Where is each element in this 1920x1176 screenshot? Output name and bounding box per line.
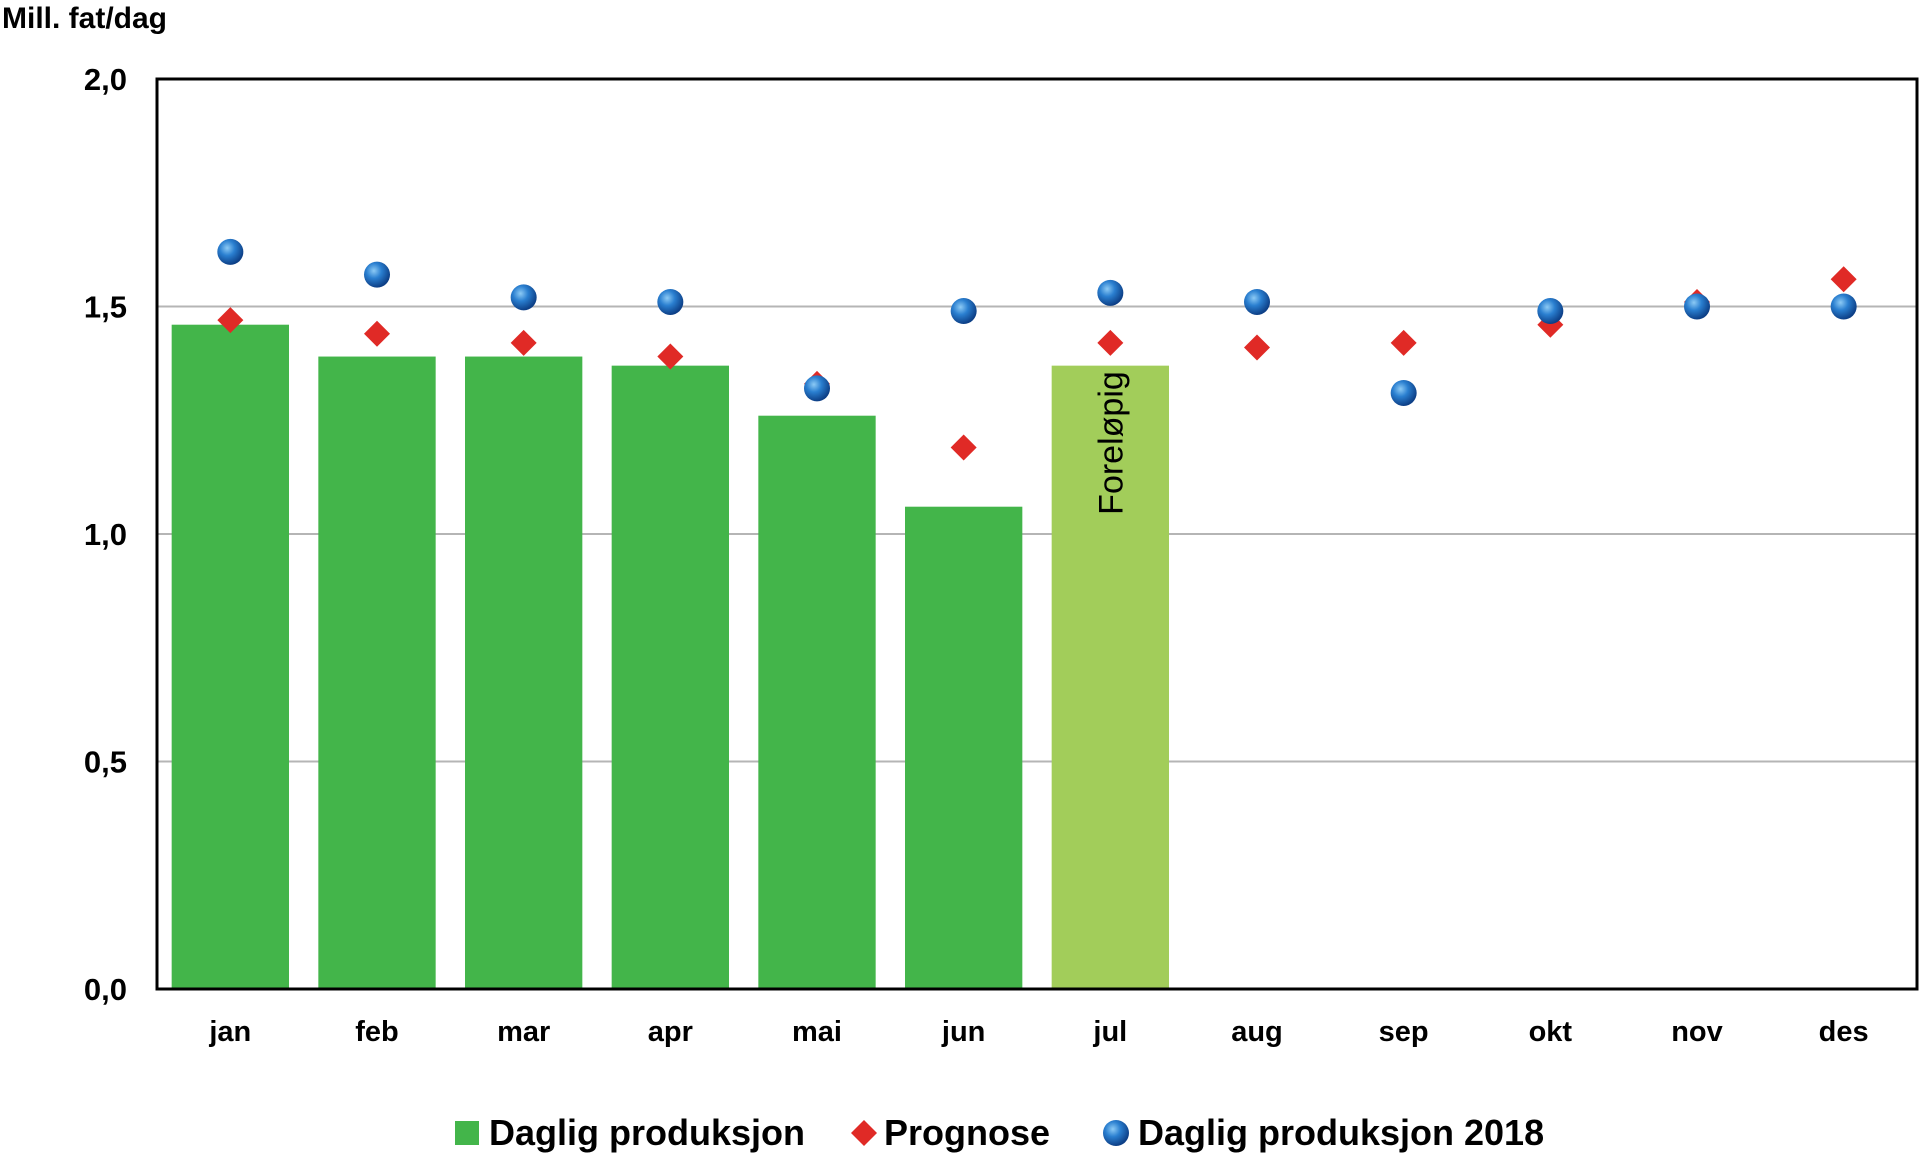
y-tick-label: 0,0: [84, 972, 127, 1007]
y-tick-label: 1,5: [84, 290, 127, 325]
prognose-markers: [217, 266, 1857, 461]
gridlines: [157, 305, 1917, 763]
x-tick-label: okt: [1529, 1016, 1573, 1048]
x-tick-label: aug: [1231, 1016, 1283, 1048]
legend: Daglig produksjon Prognose Daglig produksj…: [455, 1112, 1544, 1153]
production-2018-marker: [217, 238, 244, 265]
production-2018-marker: [510, 284, 537, 311]
bar: [758, 415, 876, 989]
y-axis-label: Mill. fat/dag: [2, 2, 167, 35]
x-tick-label: nov: [1671, 1016, 1723, 1048]
production-2018-marker: [950, 298, 977, 325]
x-tick-label: des: [1819, 1016, 1869, 1048]
bar: [611, 365, 729, 989]
prognose-marker: [1390, 329, 1417, 356]
x-tick-label: jul: [1092, 1016, 1127, 1048]
x-tick-labels: jan feb mar apr mai jun jul aug sep okt nov des: [208, 1016, 1868, 1048]
production-2018-marker: [1390, 379, 1417, 406]
production-2018-markers: [217, 238, 1857, 406]
prognose-marker: [364, 320, 390, 347]
bar-preliminary: [1051, 365, 1169, 989]
plot-frame: [155, 77, 1919, 991]
x-tick-label: feb: [355, 1016, 399, 1048]
preliminary-annotation: Foreløpig: [1092, 371, 1130, 515]
production-2018-marker: [1830, 293, 1857, 320]
x-tick-label: apr: [648, 1016, 693, 1048]
bars: [171, 324, 1169, 989]
legend-swatch-diamond: [851, 1120, 877, 1146]
production-2018-marker: [1684, 293, 1710, 320]
y-tick-label: 1,0: [84, 517, 127, 552]
prognose-marker: [657, 343, 684, 370]
bar: [465, 356, 583, 989]
prognose-marker: [510, 329, 537, 356]
legend-swatch-circle: [1103, 1120, 1129, 1146]
x-tick-label: jun: [941, 1016, 986, 1048]
prognose-marker: [1830, 266, 1857, 293]
legend-label: Daglig produksjon: [489, 1112, 805, 1153]
y-tick-label: 0,5: [84, 745, 127, 780]
prognose-marker: [950, 434, 977, 461]
y-tick-labels: 0,0 0,5 1,0 1,5 2,0: [84, 62, 127, 1007]
y-tick-label: 2,0: [84, 62, 127, 97]
prognose-marker: [1097, 329, 1124, 356]
production-2018-marker: [1244, 288, 1270, 315]
prognose-marker: [1244, 334, 1270, 361]
x-tick-label: mai: [792, 1016, 842, 1048]
bar: [171, 324, 289, 989]
x-tick-label: sep: [1379, 1016, 1429, 1048]
production-2018-marker: [657, 288, 684, 315]
production-2018-marker: [364, 261, 390, 288]
legend-label: Prognose: [884, 1112, 1050, 1153]
x-tick-label: mar: [497, 1016, 550, 1048]
bar: [318, 356, 436, 989]
production-2018-marker: [804, 375, 830, 402]
legend-label: Daglig produksjon 2018: [1138, 1112, 1544, 1153]
x-tick-label: jan: [208, 1016, 251, 1048]
prognose-marker: [217, 307, 244, 334]
bar: [905, 506, 1023, 989]
production-2018-marker: [1537, 298, 1564, 325]
production-2018-marker: [1097, 279, 1124, 306]
legend-swatch-bar: [455, 1121, 479, 1145]
